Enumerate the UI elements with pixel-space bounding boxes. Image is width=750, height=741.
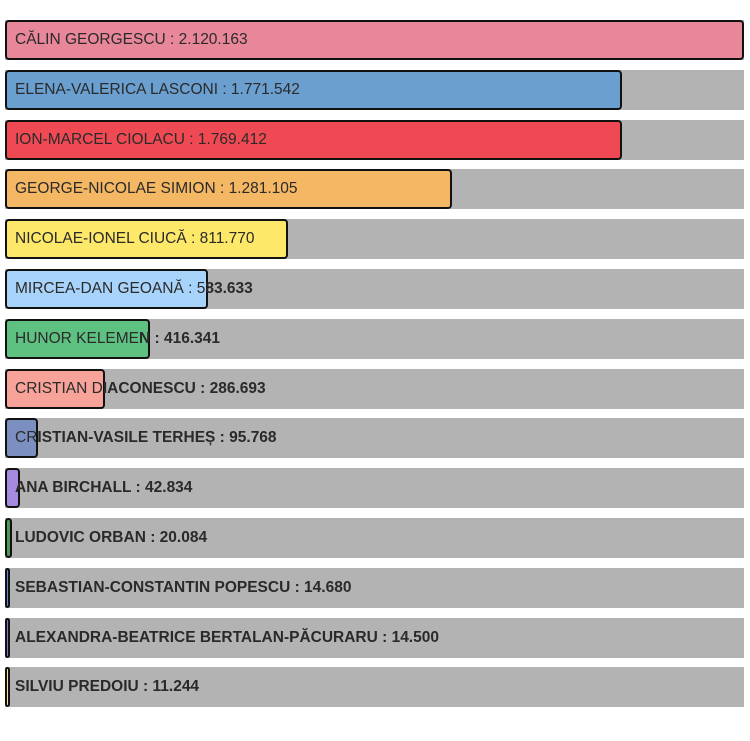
bar [5,568,10,608]
bar-track [5,468,744,508]
bar-label: CĂLIN GEORGESCU : 2.120.163 [15,31,248,48]
bar-label: ELENA-VALERICA LASCONI : 1.771.542 [15,81,300,98]
bar-track [5,518,744,558]
bar-label: GEORGE-NICOLAE SIMION : 1.281.105 [15,180,298,197]
bar [5,319,150,359]
bar [5,20,744,60]
bar [5,518,12,558]
bar [5,468,20,508]
bar-track [5,369,744,409]
bar-label: SILVIU PREDOIU : 11.244 [15,678,200,695]
bar-track [5,618,744,658]
bar-label: ANA BIRCHALL : 42.834 [15,479,193,496]
bar-label: LUDOVIC ORBAN : 20.084 [15,529,208,546]
bar-label: CRISTIAN DIACONESCU : 286.693 [15,380,266,397]
bar-track [5,667,744,707]
bar-label: HUNOR KELEMEN : 416.341 [15,330,221,347]
bar-track [5,418,744,458]
bar [5,667,10,707]
bar [5,70,622,110]
bar-label: CRISTIAN-VASILE TERHEȘ : 95.768 [15,429,277,446]
bar [5,219,288,259]
bar-label: ION-MARCEL CIOLACU : 1.769.412 [15,131,267,148]
bar [5,618,10,658]
bar-label: SEBASTIAN-CONSTANTIN POPESCU : 14.680 [15,579,352,596]
bar [5,369,105,409]
bar [5,169,452,209]
bar-label: MIRCEA-DAN GEOANĂ : 583.633 [15,280,253,297]
bar [5,418,38,458]
bar-track [5,568,744,608]
bar-label: ALEXANDRA-BEATRICE BERTALAN-PĂCURARU : 1… [15,629,439,646]
bar [5,269,208,309]
bar-label: NICOLAE-IONEL CIUCĂ : 811.770 [15,230,255,247]
bar [5,120,622,160]
